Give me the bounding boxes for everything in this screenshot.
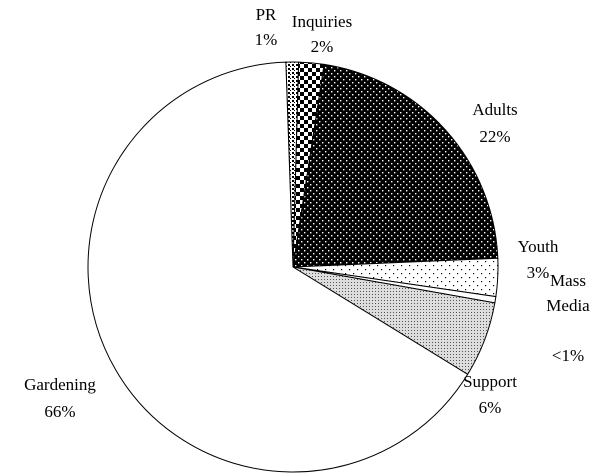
slice-label: Gardening (24, 375, 96, 394)
pie-slice (87, 61, 469, 473)
slice-value-label: 2% (310, 37, 334, 56)
slice-label: Mass Media (546, 271, 590, 315)
slice-value-label: 3% (526, 263, 550, 282)
slice-label: Inquiries (291, 12, 353, 31)
slice-label: Youth (517, 237, 559, 256)
slice-value-label: 22% (479, 127, 511, 146)
slice-value-label: <1% (551, 346, 585, 365)
slice-value-label: 66% (44, 402, 76, 421)
pie-slice (292, 63, 499, 268)
slice-label: PR (255, 5, 277, 24)
slice-value-label: 6% (478, 398, 502, 417)
slice-label: Support (463, 372, 517, 391)
slice-value-label: 1% (254, 30, 278, 49)
slice-label: Adults (472, 100, 518, 119)
